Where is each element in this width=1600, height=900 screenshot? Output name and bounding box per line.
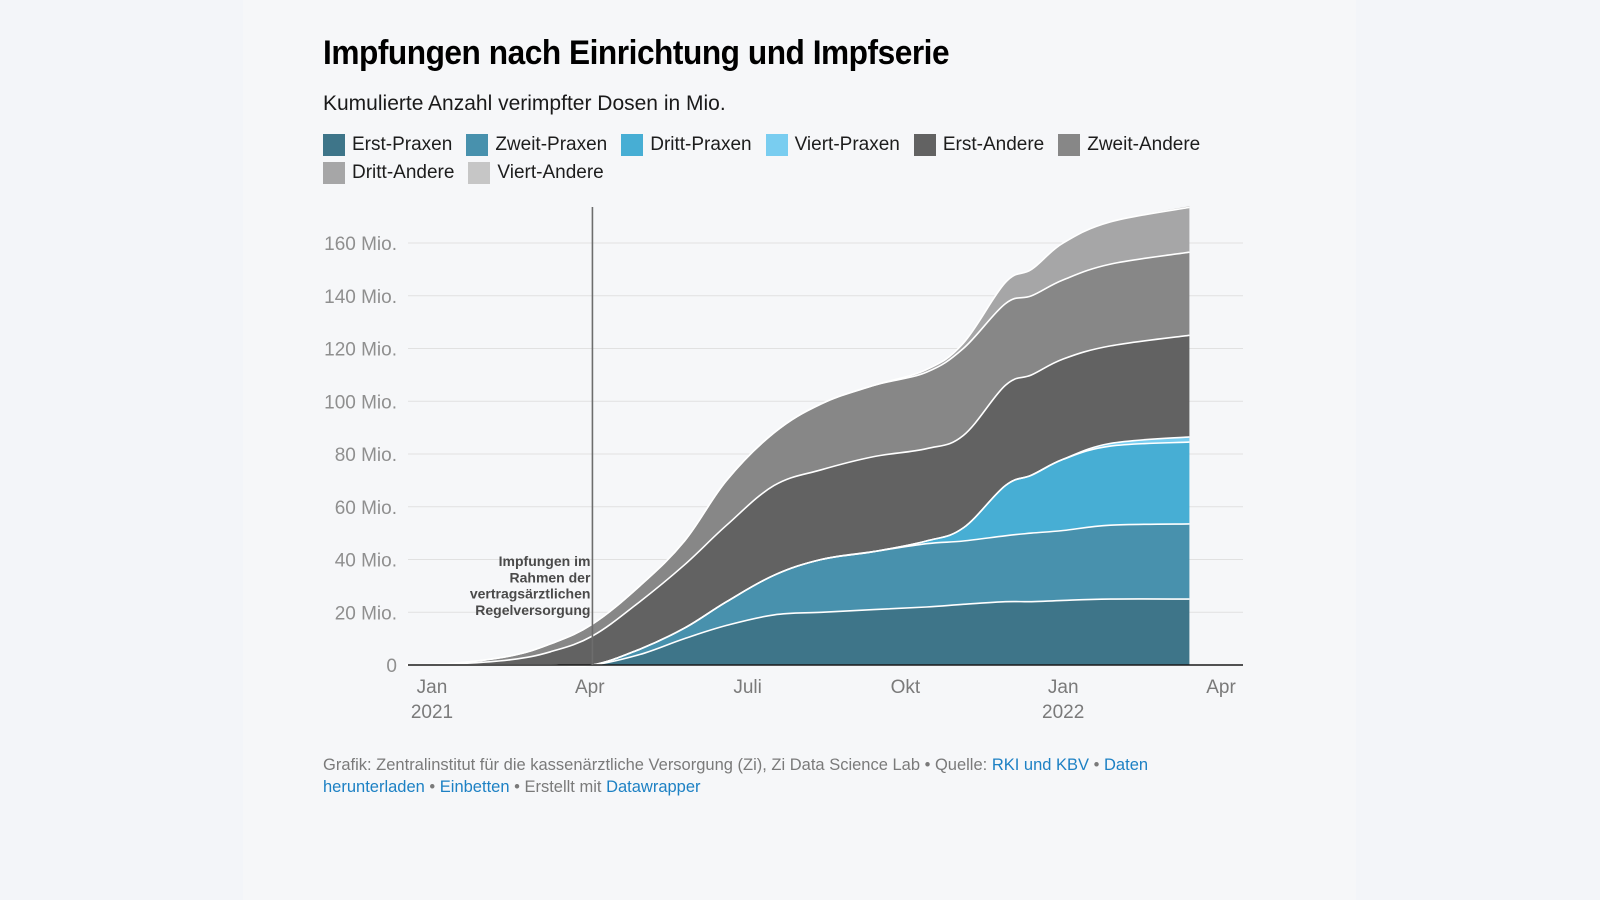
x-tick-label: Jan	[1048, 677, 1079, 698]
source-link[interactable]: RKI und KBV	[991, 756, 1090, 774]
chart-subtitle: Kumulierte Anzahl verimpfter Dosen in Mi…	[323, 92, 726, 115]
annotation-text-line: Rahmen der	[510, 569, 591, 585]
area-layers	[405, 206, 1190, 668]
legend-item-zweit-praxen: Zweit-Praxen	[466, 133, 607, 157]
embed-link[interactable]: Einbetten	[439, 778, 510, 796]
x-tick-label: Okt	[891, 677, 921, 698]
annotation-text-line: Regelversorgung	[475, 602, 590, 618]
y-tick-label: 160 Mio.	[324, 234, 397, 255]
x-axis-tick-labels: Jan 2021 Apr Juli Okt Jan 2022 Apr	[411, 677, 1237, 723]
download-data-link[interactable]: Daten herunterladen	[323, 756, 1149, 796]
legend-swatch	[466, 134, 489, 156]
area-zweit-andere	[405, 252, 1190, 665]
legend-item-erst-andere: Erst-Andere	[913, 133, 1045, 157]
area-zweit-praxen	[405, 523, 1190, 667]
x-tick-label: Jan	[417, 677, 448, 698]
legend-label: Viert-Andere	[497, 162, 604, 183]
footer-separator: •	[424, 778, 440, 796]
legend-label: Zweit-Praxen	[495, 134, 608, 155]
legend-item-zweit-andere: Zweit-Andere	[1058, 133, 1200, 157]
y-tick-label: 80 Mio.	[335, 445, 397, 466]
y-tick-label: 0	[386, 656, 397, 677]
x-tick-label: Apr	[575, 677, 605, 698]
legend-label: Erst-Andere	[942, 134, 1045, 155]
legend-label: Erst-Praxen	[352, 134, 453, 155]
legend-label: Viert-Praxen	[794, 134, 900, 155]
footer: Grafik: Zentralinstitut für die kassenär…	[323, 754, 1223, 798]
legend-label: Dritt-Praxen	[650, 134, 752, 155]
x-tick-label: Juli	[733, 677, 762, 698]
legend-swatch	[468, 162, 491, 184]
area-dritt-andere	[405, 207, 1190, 665]
legend-item-viert-praxen: Viert-Praxen	[765, 133, 900, 157]
y-tick-label: 120 Mio.	[324, 340, 397, 361]
chart-title: Impfungen nach Einrichtung und Impfserie	[323, 34, 950, 72]
legend-swatch	[323, 162, 345, 184]
y-tick-label: 100 Mio.	[324, 392, 397, 413]
y-tick-label: 40 Mio.	[335, 551, 397, 572]
legend: Erst-Praxen Zweit-Praxen Dritt-Praxen Vi…	[323, 133, 1243, 185]
legend-swatch	[765, 134, 788, 156]
annotation-text-line: vertragsärztlichen	[470, 586, 591, 602]
x-tick-year-label: 2021	[411, 702, 453, 723]
legend-swatch	[323, 134, 345, 156]
footer-separator: •	[1089, 756, 1105, 774]
y-tick-label: 20 Mio.	[335, 603, 397, 624]
legend-item-viert-andere: Viert-Andere	[468, 161, 604, 185]
legend-swatch	[621, 134, 644, 156]
x-tick-year-label: 2022	[1042, 702, 1084, 723]
area-erst-andere	[405, 335, 1190, 667]
y-tick-label: 60 Mio.	[335, 498, 397, 519]
x-tick-label: Apr	[1206, 677, 1236, 698]
footer-credit: Grafik: Zentralinstitut für die kassenär…	[323, 756, 992, 774]
legend-item-dritt-andere: Dritt-Andere	[323, 161, 454, 185]
area-erst-praxen	[405, 598, 1190, 666]
separator-dritt-andere	[405, 206, 1190, 666]
legend-label: Dritt-Andere	[352, 162, 455, 183]
separator-erst-andere	[405, 334, 1190, 666]
legend-item-dritt-praxen: Dritt-Praxen	[621, 133, 752, 157]
legend-item-erst-praxen: Erst-Praxen	[323, 133, 452, 157]
datawrapper-link[interactable]: Datawrapper	[606, 778, 701, 796]
y-axis-tick-labels: 0 20 Mio. 40 Mio. 60 Mio. 80 Mio. 100 Mio. 120…	[324, 234, 397, 677]
annotation-text-line: Impfungen im	[499, 553, 591, 569]
y-tick-label: 140 Mio.	[324, 287, 397, 308]
legend-label: Zweit-Andere	[1087, 134, 1201, 155]
legend-swatch	[913, 134, 936, 156]
legend-swatch	[1058, 134, 1081, 156]
footer-created-with: • Erstellt mit	[509, 778, 607, 796]
